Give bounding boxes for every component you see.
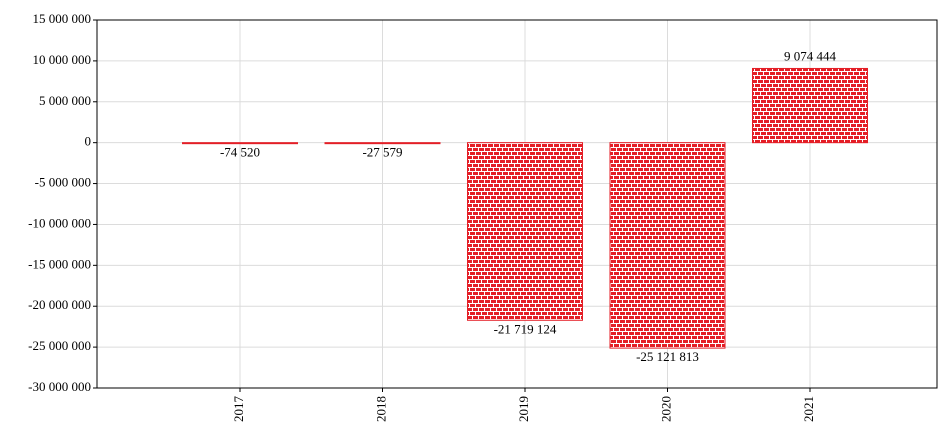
value-label: -25 121 813 bbox=[636, 349, 699, 364]
y-tick-label: -25 000 000 bbox=[28, 338, 91, 353]
bar bbox=[324, 142, 441, 145]
bars bbox=[182, 67, 868, 349]
bar bbox=[182, 142, 298, 145]
plot-frame bbox=[96, 19, 938, 389]
bar bbox=[752, 67, 868, 144]
bar bbox=[609, 142, 726, 349]
x-tick-label: 2019 bbox=[516, 396, 531, 422]
y-tick-label: 5 000 000 bbox=[39, 93, 91, 108]
y-tick-label: -10 000 000 bbox=[28, 215, 91, 230]
value-label: -21 719 124 bbox=[494, 321, 557, 336]
bar bbox=[467, 142, 583, 321]
x-tick-label: 2020 bbox=[658, 396, 673, 422]
value-label: -74 520 bbox=[220, 145, 260, 160]
value-label: 9 074 444 bbox=[784, 48, 837, 63]
y-tick-label: -20 000 000 bbox=[28, 297, 91, 312]
y-tick-label: 0 bbox=[85, 134, 92, 149]
x-tick-label: 2017 bbox=[231, 396, 246, 423]
y-tick-label: -30 000 000 bbox=[28, 379, 91, 394]
x-tick-label: 2018 bbox=[373, 396, 388, 422]
y-tick-label: -5 000 000 bbox=[35, 175, 91, 190]
x-tick-label: 2021 bbox=[801, 396, 816, 422]
y-tick-label: 10 000 000 bbox=[33, 52, 92, 67]
y-tick-label: -15 000 000 bbox=[28, 256, 91, 271]
value-label: -27 579 bbox=[362, 145, 402, 160]
y-tick-label: 15 000 000 bbox=[33, 11, 92, 26]
